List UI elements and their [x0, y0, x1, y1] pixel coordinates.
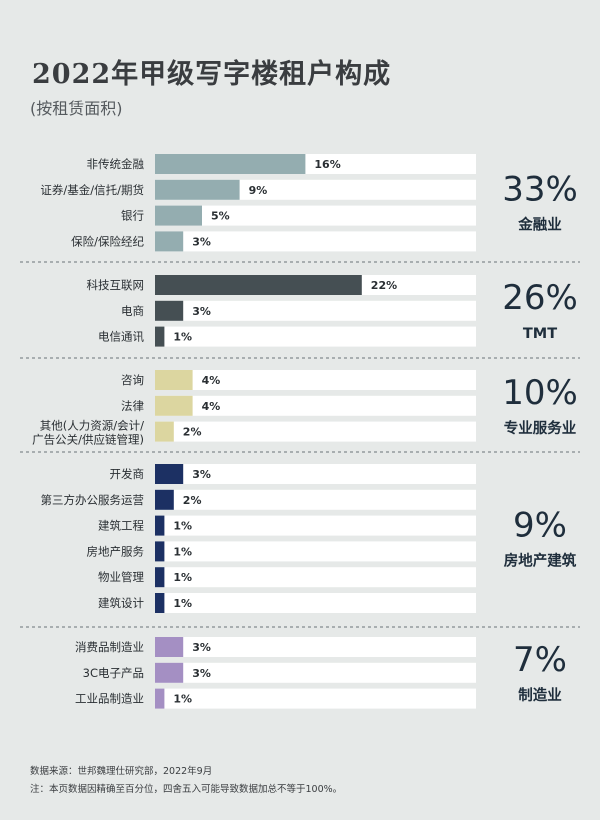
bar	[155, 326, 165, 347]
value-label: 9%	[249, 184, 268, 197]
category-label: 建筑设计	[98, 596, 144, 610]
category-label: 非传统金融	[87, 157, 145, 171]
value-label: 16%	[314, 158, 340, 171]
value-label: 5%	[211, 210, 230, 223]
bar	[155, 231, 184, 252]
value-label: 4%	[202, 374, 221, 387]
bar	[155, 567, 165, 588]
footnote: 注：本页数据因精确至百分位，四舍五入可能导致数据加总不等于100%。	[30, 784, 343, 795]
value-label: 22%	[371, 279, 397, 292]
category-label: 工业品制造业	[75, 692, 144, 706]
category-label: 法律	[121, 399, 144, 413]
bar-track	[155, 326, 476, 347]
value-label: 4%	[202, 400, 221, 413]
bar	[155, 489, 174, 510]
category-label: 消费品制造业	[75, 640, 144, 654]
category-label: 保险/保险经纪	[71, 234, 144, 248]
category-label: 第三方办公服务运营	[41, 493, 145, 507]
bar	[155, 593, 165, 613]
category-label: 房地产服务	[87, 544, 145, 558]
bar-track	[155, 205, 476, 226]
group-name: 房地产建筑	[504, 552, 577, 570]
bar	[155, 662, 184, 683]
group-total: 9%	[513, 506, 567, 546]
bar-track	[155, 688, 476, 709]
value-label: 3%	[192, 235, 211, 248]
bar-track	[155, 637, 476, 657]
bar	[155, 421, 174, 442]
bar	[155, 300, 184, 321]
category-label-line2: 广告公关/供应链管理)	[32, 433, 144, 447]
group-total: 33%	[502, 170, 578, 210]
value-label: 1%	[173, 520, 192, 533]
bar-track	[155, 231, 476, 252]
bar	[155, 179, 240, 200]
bar-track	[155, 515, 476, 536]
bar	[155, 541, 165, 562]
category-label: 开发商	[110, 467, 145, 481]
bar-track	[155, 541, 476, 562]
bar	[155, 637, 184, 657]
category-label: 物业管理	[98, 570, 144, 584]
category-label: 银行	[121, 209, 144, 223]
source-note: 数据来源：世邦魏理仕研究部，2022年9月	[30, 766, 213, 777]
group-name: TMT	[523, 326, 557, 342]
bar	[155, 515, 165, 536]
value-label: 1%	[173, 545, 192, 558]
bar	[155, 464, 184, 484]
value-label: 1%	[173, 571, 192, 584]
bar	[155, 688, 165, 709]
bar	[155, 205, 202, 226]
category-label: 电商	[121, 304, 144, 318]
value-label: 3%	[192, 305, 211, 318]
bar	[155, 275, 362, 295]
category-label: 3C电子产品	[83, 666, 144, 680]
group-total: 7%	[513, 640, 567, 680]
chart-title: 2022年甲级写字楼租户构成	[32, 59, 392, 90]
group-total: 10%	[502, 373, 578, 413]
group-total: 26%	[502, 278, 578, 318]
bar-track	[155, 662, 476, 683]
bar-track	[155, 421, 476, 442]
bar-track	[155, 395, 476, 416]
value-label: 3%	[192, 641, 211, 654]
group-name: 金融业	[517, 216, 562, 234]
category-label: 咨询	[121, 373, 144, 387]
category-label: 科技互联网	[87, 278, 145, 292]
bar-track	[155, 593, 476, 613]
value-label: 1%	[173, 597, 192, 610]
bar-track	[155, 464, 476, 484]
bar	[155, 154, 306, 174]
group-name: 制造业	[518, 686, 562, 704]
group-name: 专业服务业	[504, 419, 577, 437]
value-label: 2%	[183, 426, 202, 439]
value-label: 3%	[192, 468, 211, 481]
bar-track	[155, 567, 476, 588]
category-label: 证券/基金/信托/期货	[40, 183, 144, 197]
value-label: 1%	[173, 693, 192, 706]
value-label: 2%	[183, 494, 202, 507]
bar-track	[155, 489, 476, 510]
category-label: 电信通讯	[98, 330, 144, 344]
bar-track	[155, 370, 476, 390]
category-label: 建筑工程	[98, 519, 144, 533]
value-label: 1%	[173, 331, 192, 344]
bar	[155, 370, 193, 390]
category-label: 其他(人力资源/会计/	[40, 419, 144, 433]
chart-subtitle: (按租赁面积)	[30, 99, 123, 118]
bar	[155, 395, 193, 416]
bar-track	[155, 300, 476, 321]
value-label: 3%	[192, 667, 211, 680]
